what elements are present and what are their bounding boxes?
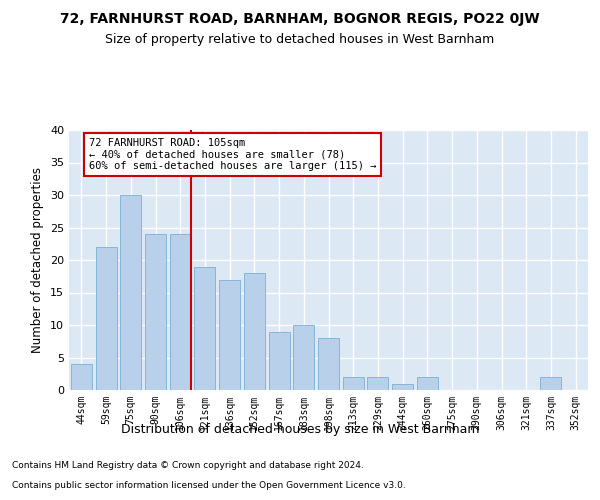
Text: Contains HM Land Registry data © Crown copyright and database right 2024.: Contains HM Land Registry data © Crown c… [12, 461, 364, 470]
Text: Contains public sector information licensed under the Open Government Licence v3: Contains public sector information licen… [12, 481, 406, 490]
Bar [95, 247, 116, 390]
Bar [417, 377, 438, 390]
Text: Distribution of detached houses by size in West Barnham: Distribution of detached houses by size … [121, 422, 479, 436]
Bar [120, 195, 141, 390]
Bar [293, 325, 314, 390]
Bar [145, 234, 166, 390]
Bar [343, 377, 364, 390]
Bar [392, 384, 413, 390]
Text: 72, FARNHURST ROAD, BARNHAM, BOGNOR REGIS, PO22 0JW: 72, FARNHURST ROAD, BARNHAM, BOGNOR REGI… [60, 12, 540, 26]
Bar [71, 364, 92, 390]
Y-axis label: Number of detached properties: Number of detached properties [31, 167, 44, 353]
Text: Size of property relative to detached houses in West Barnham: Size of property relative to detached ho… [106, 32, 494, 46]
Bar [541, 377, 562, 390]
Bar [244, 273, 265, 390]
Bar [219, 280, 240, 390]
Bar [170, 234, 191, 390]
Bar [318, 338, 339, 390]
Bar [269, 332, 290, 390]
Text: 72 FARNHURST ROAD: 105sqm
← 40% of detached houses are smaller (78)
60% of semi-: 72 FARNHURST ROAD: 105sqm ← 40% of detac… [89, 138, 376, 171]
Bar [194, 266, 215, 390]
Bar [367, 377, 388, 390]
